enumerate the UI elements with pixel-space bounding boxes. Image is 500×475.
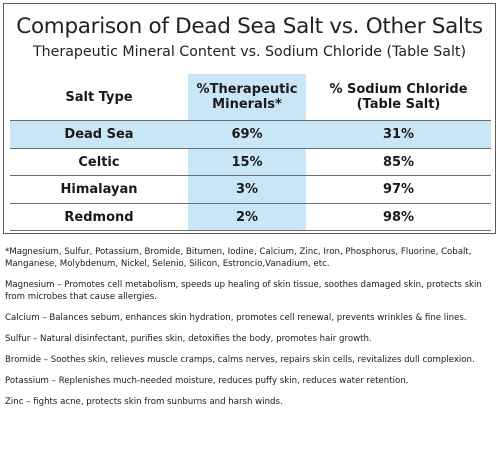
page-subtitle: Therapeutic Mineral Content vs. Sodium C… bbox=[32, 44, 467, 60]
note-paragraph: Potassium – Replenishes much-needed mois… bbox=[5, 376, 409, 386]
table-row: Celtic 15% 85% bbox=[10, 147, 491, 176]
minerals-value: 15% bbox=[188, 148, 306, 176]
note-paragraph: Sulfur – Natural disinfectant, purifies … bbox=[5, 334, 372, 344]
header-sodium-line-1: % Sodium Chloride bbox=[329, 82, 468, 97]
comparison-card: Comparison of Dead Sea Salt vs. Other Sa… bbox=[3, 3, 496, 234]
mineral-notes: *Magnesium, Sulfur, Potassium, Bromide, … bbox=[5, 246, 495, 417]
sodium-value: 85% bbox=[382, 154, 415, 170]
table-header-row: Salt Type %Therapeutic Minerals* % Sodiu… bbox=[10, 74, 491, 120]
note-paragraph: Calcium – Balances sebum, enhances skin … bbox=[5, 313, 467, 323]
table-row: Dead Sea 69% 31% bbox=[10, 120, 491, 149]
salt-name: Dead Sea bbox=[10, 121, 188, 149]
minerals-value: 3% bbox=[188, 176, 306, 204]
salt-name: Redmond bbox=[64, 209, 134, 225]
header-sodium-label: % Sodium Chloride (Table Salt) bbox=[329, 82, 467, 112]
table-row: Himalayan 3% 97% bbox=[10, 175, 491, 204]
table-row: Redmond 2% 98% bbox=[10, 202, 491, 231]
header-therapeutic-minerals: %Therapeutic Minerals* bbox=[188, 74, 306, 120]
note-paragraph: *Magnesium, Sulfur, Potassium, Bromide, … bbox=[5, 247, 472, 269]
header-salt-type: Salt Type bbox=[10, 74, 188, 120]
sodium-value: 97% bbox=[382, 182, 415, 198]
header-minerals-line-2: Minerals* bbox=[212, 97, 282, 112]
note-paragraph: Bromide – Soothes skin, relieves muscle … bbox=[5, 355, 475, 365]
minerals-value: 2% bbox=[188, 203, 306, 231]
header-sodium-chloride: % Sodium Chloride (Table Salt) bbox=[306, 74, 491, 120]
salt-name: Celtic bbox=[78, 154, 120, 170]
header-sodium-line-2: (Table Salt) bbox=[356, 97, 441, 112]
header-salt-type-label: Salt Type bbox=[65, 89, 133, 105]
sodium-value: 98% bbox=[382, 209, 415, 225]
salt-name: Himalayan bbox=[60, 182, 138, 198]
minerals-value: 69% bbox=[188, 121, 306, 149]
sodium-value: 31% bbox=[306, 121, 491, 149]
page-title: Comparison of Dead Sea Salt vs. Other Sa… bbox=[16, 14, 483, 39]
header-minerals-line-1: %Therapeutic bbox=[196, 82, 298, 97]
note-paragraph: Magnesium – Promotes cell metabolism, sp… bbox=[5, 280, 482, 302]
note-paragraph: Zinc – fights acne, protects skin from s… bbox=[5, 397, 283, 407]
header-minerals-label: %Therapeutic Minerals* bbox=[197, 82, 298, 112]
table-bottom-border bbox=[10, 230, 491, 231]
